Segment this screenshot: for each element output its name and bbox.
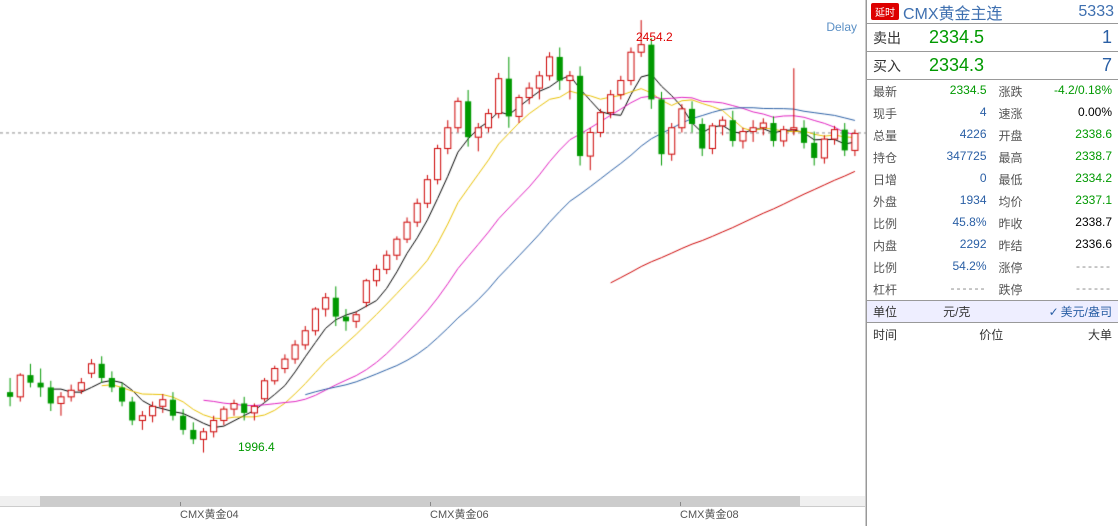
info-key: 速涨 bbox=[999, 105, 1031, 122]
x-axis: CMX黄金04 CMX黄金06 CMX黄金08 bbox=[0, 506, 865, 526]
high-annotation: 2454.2 bbox=[636, 30, 673, 44]
info-value: 2338.7 bbox=[1031, 215, 1113, 232]
low-annotation: 1996.4 bbox=[238, 440, 275, 454]
sell-label: 卖出 bbox=[873, 28, 913, 48]
info-row: 现手4 速涨0.00% bbox=[867, 102, 1118, 124]
info-value: ------ bbox=[1031, 259, 1113, 276]
info-row: 最新2334.5 涨跌-4.2/0.18% bbox=[867, 80, 1118, 102]
unit-label: 单位 bbox=[873, 303, 905, 320]
info-value: 0.00% bbox=[1031, 105, 1113, 122]
info-value: 2292 bbox=[905, 237, 987, 254]
info-value: 2334.2 bbox=[1031, 171, 1113, 188]
unit-option-usd[interactable]: ✓美元/盎司 bbox=[1009, 303, 1113, 320]
info-key: 外盘 bbox=[873, 193, 905, 210]
x-tick: CMX黄金06 bbox=[430, 506, 489, 522]
info-row: 杠杆------跌停------ bbox=[867, 278, 1118, 300]
info-row: 外盘1934 均价2337.1 bbox=[867, 190, 1118, 212]
info-value: -4.2/0.18% bbox=[1031, 83, 1113, 100]
delay-label: Delay bbox=[826, 20, 857, 34]
scrollbar-thumb[interactable] bbox=[40, 496, 800, 506]
info-value: 2338.7 bbox=[1031, 149, 1113, 166]
info-value: 54.2% bbox=[905, 259, 987, 276]
th-vol: 大单 bbox=[1031, 326, 1112, 343]
info-value: 2338.6 bbox=[1031, 127, 1113, 144]
info-key: 涨停 bbox=[999, 259, 1031, 276]
info-value: 4226 bbox=[905, 127, 987, 144]
info-value: 0 bbox=[905, 171, 987, 188]
th-price: 价位 bbox=[952, 326, 1031, 343]
info-value: 2336.6 bbox=[1031, 237, 1113, 254]
x-tick: CMX黄金08 bbox=[680, 506, 739, 522]
chart-scrollbar[interactable] bbox=[0, 496, 865, 506]
unit-row: 单位 元/克 ✓美元/盎司 bbox=[867, 301, 1118, 323]
panel-header: 延时 CMX黄金主连 5333 bbox=[867, 0, 1118, 24]
buy-qty: 7 bbox=[1072, 55, 1112, 76]
instrument-code: 5333 bbox=[1078, 3, 1114, 21]
info-key: 最高 bbox=[999, 149, 1031, 166]
info-grid: 最新2334.5涨跌-4.2/0.18%现手4速涨0.00%总量4226开盘23… bbox=[867, 80, 1118, 301]
info-key: 现手 bbox=[873, 105, 905, 122]
info-key: 杠杆 bbox=[873, 281, 905, 298]
info-value: 347725 bbox=[905, 149, 987, 166]
info-key: 内盘 bbox=[873, 237, 905, 254]
buy-price: 2334.3 bbox=[913, 55, 1072, 76]
sell-price: 2334.5 bbox=[913, 27, 1072, 48]
info-row: 内盘2292 昨结2336.6 bbox=[867, 234, 1118, 256]
info-key: 比例 bbox=[873, 259, 905, 276]
info-value: 2334.5 bbox=[905, 83, 987, 100]
info-key: 昨收 bbox=[999, 215, 1031, 232]
info-key: 昨结 bbox=[999, 237, 1031, 254]
info-key: 日增 bbox=[873, 171, 905, 188]
info-key: 比例 bbox=[873, 215, 905, 232]
instrument-name: CMX黄金主连 bbox=[903, 0, 1078, 24]
info-key: 跌停 bbox=[999, 281, 1031, 298]
th-time: 时间 bbox=[873, 326, 952, 343]
trade-header: 时间 价位 大单 bbox=[867, 323, 1118, 345]
info-key: 均价 bbox=[999, 193, 1031, 210]
info-key: 总量 bbox=[873, 127, 905, 144]
info-row: 总量4226 开盘2338.6 bbox=[867, 124, 1118, 146]
x-tick: CMX黄金04 bbox=[180, 506, 239, 522]
info-key: 最低 bbox=[999, 171, 1031, 188]
info-value: 2337.1 bbox=[1031, 193, 1113, 210]
info-value: ------ bbox=[1031, 281, 1113, 298]
info-row: 比例45.8% 昨收2338.7 bbox=[867, 212, 1118, 234]
info-value: ------ bbox=[905, 281, 987, 298]
info-key: 开盘 bbox=[999, 127, 1031, 144]
info-row: 持仓347725 最高2338.7 bbox=[867, 146, 1118, 168]
quote-panel: 延时 CMX黄金主连 5333 卖出 2334.5 1 买入 2334.3 7 … bbox=[866, 0, 1118, 526]
info-value: 4 bbox=[905, 105, 987, 122]
info-key: 持仓 bbox=[873, 149, 905, 166]
unit-option-cny[interactable]: 元/克 bbox=[905, 303, 1009, 320]
buy-row[interactable]: 买入 2334.3 7 bbox=[867, 52, 1118, 80]
chart-canvas bbox=[0, 0, 866, 496]
candlestick-chart[interactable]: Delay 2454.2 1996.4 CMX黄金04CMX黄金06CMX黄金0… bbox=[0, 0, 866, 526]
info-value: 1934 bbox=[905, 193, 987, 210]
buy-label: 买入 bbox=[873, 56, 913, 76]
info-key: 涨跌 bbox=[999, 83, 1031, 100]
sell-row[interactable]: 卖出 2334.5 1 bbox=[867, 24, 1118, 52]
info-key: 最新 bbox=[873, 83, 905, 100]
info-row: 比例54.2% 涨停------ bbox=[867, 256, 1118, 278]
sell-qty: 1 bbox=[1072, 27, 1112, 48]
info-value: 45.8% bbox=[905, 215, 987, 232]
delay-badge: 延时 bbox=[871, 3, 899, 20]
info-row: 日增0 最低2334.2 bbox=[867, 168, 1118, 190]
